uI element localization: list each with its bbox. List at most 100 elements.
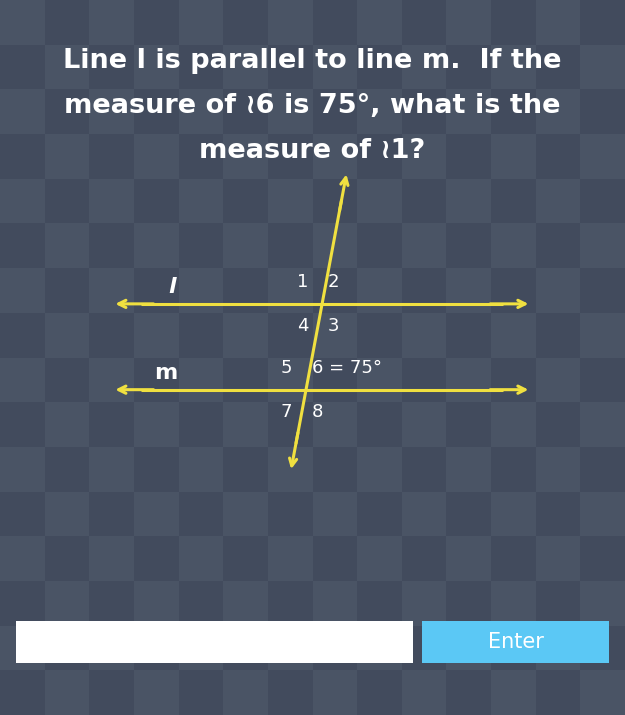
Bar (268, 671, 312, 715)
Bar (134, 179, 179, 223)
Bar (402, 268, 446, 313)
Bar (312, 89, 357, 134)
Bar (312, 626, 357, 671)
Bar (179, 134, 223, 179)
Bar (446, 492, 491, 536)
Bar (536, 402, 581, 447)
Bar (268, 134, 312, 179)
Bar (491, 626, 536, 671)
Bar (44, 358, 89, 402)
Bar (357, 492, 402, 536)
Bar (0, 671, 44, 715)
Bar (581, 268, 625, 313)
Bar (357, 671, 402, 715)
Bar (312, 0, 357, 44)
Bar (446, 313, 491, 358)
Bar (536, 44, 581, 89)
Bar (446, 44, 491, 89)
Bar (312, 447, 357, 492)
Bar (357, 581, 402, 626)
Bar (0, 313, 44, 358)
Text: measure of ≀6 is 75°, what is the: measure of ≀6 is 75°, what is the (64, 93, 561, 119)
Bar (357, 44, 402, 89)
Bar (536, 223, 581, 268)
Text: 2: 2 (328, 273, 339, 291)
Text: l: l (168, 277, 176, 297)
Bar (268, 223, 312, 268)
Bar (446, 581, 491, 626)
Bar (446, 402, 491, 447)
Bar (357, 402, 402, 447)
Bar (491, 179, 536, 223)
Bar (402, 179, 446, 223)
Bar (422, 621, 609, 663)
Bar (89, 671, 134, 715)
Bar (179, 581, 223, 626)
Bar (536, 671, 581, 715)
Bar (223, 536, 268, 581)
Bar (0, 402, 44, 447)
Bar (491, 358, 536, 402)
Bar (402, 447, 446, 492)
Bar (134, 268, 179, 313)
Bar (446, 223, 491, 268)
Bar (312, 268, 357, 313)
Bar (268, 44, 312, 89)
Bar (536, 492, 581, 536)
Bar (491, 447, 536, 492)
Text: 5: 5 (281, 359, 292, 377)
Bar (268, 402, 312, 447)
Bar (134, 536, 179, 581)
Bar (581, 536, 625, 581)
Bar (357, 223, 402, 268)
Bar (312, 179, 357, 223)
Bar (402, 536, 446, 581)
Bar (44, 626, 89, 671)
Text: Enter: Enter (488, 632, 544, 652)
Bar (134, 626, 179, 671)
Bar (89, 44, 134, 89)
Text: 7: 7 (281, 403, 292, 420)
Bar (89, 492, 134, 536)
Bar (44, 0, 89, 44)
Text: 1: 1 (297, 273, 308, 291)
Bar (223, 89, 268, 134)
Text: 3: 3 (328, 317, 339, 335)
Bar (89, 134, 134, 179)
Bar (581, 89, 625, 134)
Bar (581, 626, 625, 671)
Bar (223, 358, 268, 402)
Bar (179, 313, 223, 358)
Bar (134, 447, 179, 492)
Text: Line l is parallel to line m.  If the: Line l is parallel to line m. If the (63, 48, 562, 74)
Bar (536, 134, 581, 179)
Text: measure of ≀1?: measure of ≀1? (199, 138, 426, 164)
Bar (491, 0, 536, 44)
Bar (134, 0, 179, 44)
Bar (44, 89, 89, 134)
Text: m: m (154, 363, 178, 383)
Bar (312, 358, 357, 402)
Bar (268, 492, 312, 536)
Bar (268, 313, 312, 358)
Bar (89, 223, 134, 268)
Bar (0, 134, 44, 179)
Bar (402, 626, 446, 671)
Bar (44, 268, 89, 313)
Bar (0, 581, 44, 626)
Bar (223, 447, 268, 492)
Text: 8: 8 (311, 403, 323, 420)
Bar (89, 402, 134, 447)
Bar (0, 223, 44, 268)
Bar (16, 621, 412, 663)
Bar (89, 313, 134, 358)
Bar (536, 313, 581, 358)
Bar (446, 134, 491, 179)
Bar (581, 0, 625, 44)
Bar (44, 447, 89, 492)
Bar (134, 89, 179, 134)
Bar (223, 268, 268, 313)
Bar (89, 581, 134, 626)
Bar (536, 581, 581, 626)
Bar (491, 536, 536, 581)
